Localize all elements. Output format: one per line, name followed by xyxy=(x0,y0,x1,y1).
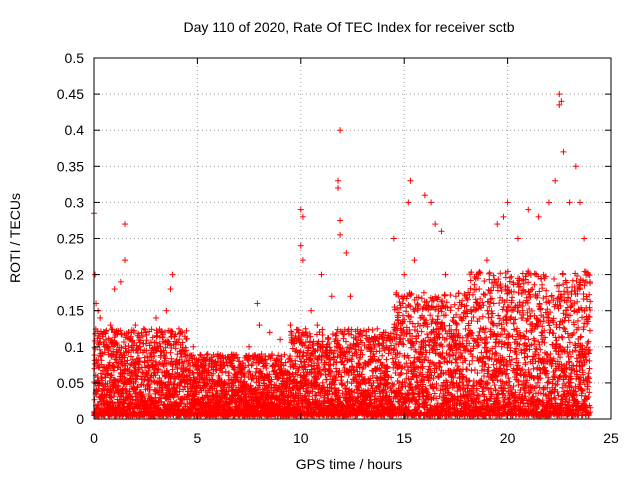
data-point-marker xyxy=(108,388,115,395)
data-point-marker xyxy=(246,343,253,350)
data-point-marker xyxy=(108,352,115,359)
data-point-marker xyxy=(91,396,98,403)
data-point-marker xyxy=(106,345,113,352)
data-point-marker xyxy=(299,257,306,264)
data-point-marker xyxy=(525,206,532,213)
data-point-marker xyxy=(299,213,306,220)
data-point-marker xyxy=(204,351,211,358)
data-point-marker xyxy=(122,257,129,264)
data-point-marker xyxy=(91,337,98,344)
data-point-marker xyxy=(104,367,111,374)
data-point-marker xyxy=(120,339,127,346)
data-point-marker xyxy=(96,346,103,353)
data-point-marker xyxy=(405,199,412,206)
data-point-marker xyxy=(113,359,120,366)
data-point-marker xyxy=(343,249,350,256)
data-point-marker xyxy=(163,307,170,314)
data-point-marker xyxy=(318,271,325,278)
data-point-marker xyxy=(153,314,160,321)
data-point-marker xyxy=(545,199,552,206)
data-point-marker xyxy=(335,177,342,184)
data-point-marker xyxy=(407,177,414,184)
data-point-marker xyxy=(335,184,342,191)
data-point-marker xyxy=(277,336,284,343)
data-point-marker xyxy=(297,206,304,213)
data-point-marker xyxy=(572,163,579,170)
data-point-marker xyxy=(101,349,108,356)
data-point-marker xyxy=(337,217,344,224)
data-point-marker xyxy=(98,357,105,364)
data-point-marker xyxy=(110,393,117,400)
data-point-marker xyxy=(401,271,408,278)
data-point-marker xyxy=(108,326,115,333)
data-point-marker xyxy=(337,127,344,134)
data-point-marker xyxy=(102,328,109,335)
data-point-marker xyxy=(103,327,110,334)
data-point-marker xyxy=(504,199,511,206)
data-point-marker xyxy=(535,213,542,220)
data-point-marker xyxy=(428,199,435,206)
data-point-marker xyxy=(254,300,261,307)
data-point-marker xyxy=(514,235,521,242)
data-point-marker xyxy=(552,177,559,184)
data-point-marker xyxy=(347,293,354,300)
data-point-marker xyxy=(438,228,445,235)
data-point-marker xyxy=(119,404,126,411)
data-point-marker xyxy=(99,364,106,371)
data-point-marker xyxy=(256,322,263,329)
data-point-marker xyxy=(411,257,418,264)
data-point-marker xyxy=(119,371,126,378)
data-point-marker xyxy=(132,322,139,329)
data-point-marker xyxy=(105,347,112,354)
data-point-marker xyxy=(442,271,449,278)
data-point-marker xyxy=(314,322,321,329)
data-point-marker xyxy=(167,286,174,293)
data-point-marker xyxy=(566,199,573,206)
data-point-marker xyxy=(297,242,304,249)
data-point-marker xyxy=(452,293,459,300)
data-point-marker xyxy=(117,327,124,334)
data-point-marker xyxy=(432,221,439,228)
data-point-marker xyxy=(104,371,111,378)
data-point-marker xyxy=(102,374,109,381)
data-point-marker xyxy=(560,148,567,155)
data-point-marker xyxy=(106,359,113,366)
data-point-marker xyxy=(108,372,115,379)
data-point-marker xyxy=(118,344,125,351)
data-point-marker xyxy=(483,257,490,264)
data-point-marker xyxy=(91,352,98,359)
data-point-marker xyxy=(107,322,114,329)
data-point-marker xyxy=(581,235,588,242)
data-point-marker xyxy=(121,352,128,359)
data-point-marker xyxy=(97,314,104,321)
data-point-marker xyxy=(308,307,315,314)
data-point-marker xyxy=(328,293,335,300)
data-point-marker xyxy=(103,406,110,413)
data-points xyxy=(91,91,594,419)
data-point-marker xyxy=(169,271,176,278)
data-point-marker xyxy=(494,221,501,228)
data-point-marker xyxy=(117,278,124,285)
data-point-marker xyxy=(111,286,118,293)
data-point-marker xyxy=(558,98,565,105)
data-point-marker xyxy=(337,231,344,238)
data-point-marker xyxy=(556,101,563,108)
data-point-marker xyxy=(576,199,583,206)
data-point-marker xyxy=(556,91,563,98)
data-point-marker xyxy=(421,192,428,199)
data-point-marker xyxy=(287,322,294,329)
data-point-marker xyxy=(390,235,397,242)
data-point-marker xyxy=(122,221,129,228)
data-point-marker xyxy=(266,329,273,336)
data-point-marker xyxy=(190,343,197,350)
data-point-marker xyxy=(500,213,507,220)
